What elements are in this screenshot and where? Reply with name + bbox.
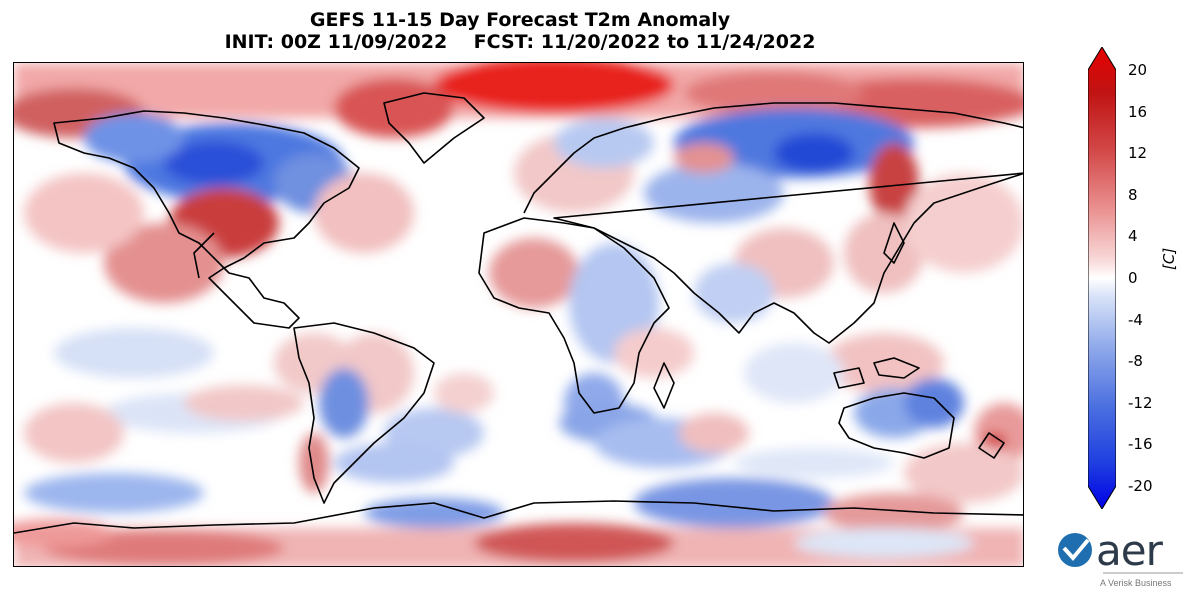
colorbar-tick-label: 20 [1128,61,1148,79]
colorbar-tick-label: -16 [1128,435,1153,454]
colorbar-tick-label: -4 [1128,310,1143,329]
colorbar-tick-label: -8 [1128,352,1143,371]
logo-mark-icon [1058,533,1092,567]
colorbar-tick-label: 8 [1128,185,1138,204]
map-subtitle: INIT: 00Z 11/09/2022 FCST: 11/20/2022 to… [224,31,816,53]
map-panel[interactable] [13,62,1024,567]
colorbar-tick-label: -20 [1128,477,1153,495]
map-title: GEFS 11-15 Day Forecast T2m Anomaly [309,9,731,31]
logo-wordmark: aer [1096,526,1163,575]
logo-tagline: A Verisk Business [1100,578,1172,588]
colorbar-unit-label: [C] [1160,247,1178,270]
colorbar-tick-label: 4 [1128,227,1138,246]
colorbar [1088,47,1116,509]
colorbar-tick-label: -12 [1128,393,1153,412]
colorbar-tick-label: 0 [1128,269,1138,287]
anomaly-map [14,63,1023,566]
colorbar-tick-label: 12 [1128,144,1148,163]
colorbar-bar [1088,47,1116,509]
coastlines [14,92,1023,534]
aer-logo [1058,533,1183,574]
colorbar-tick-label: 16 [1128,102,1148,121]
